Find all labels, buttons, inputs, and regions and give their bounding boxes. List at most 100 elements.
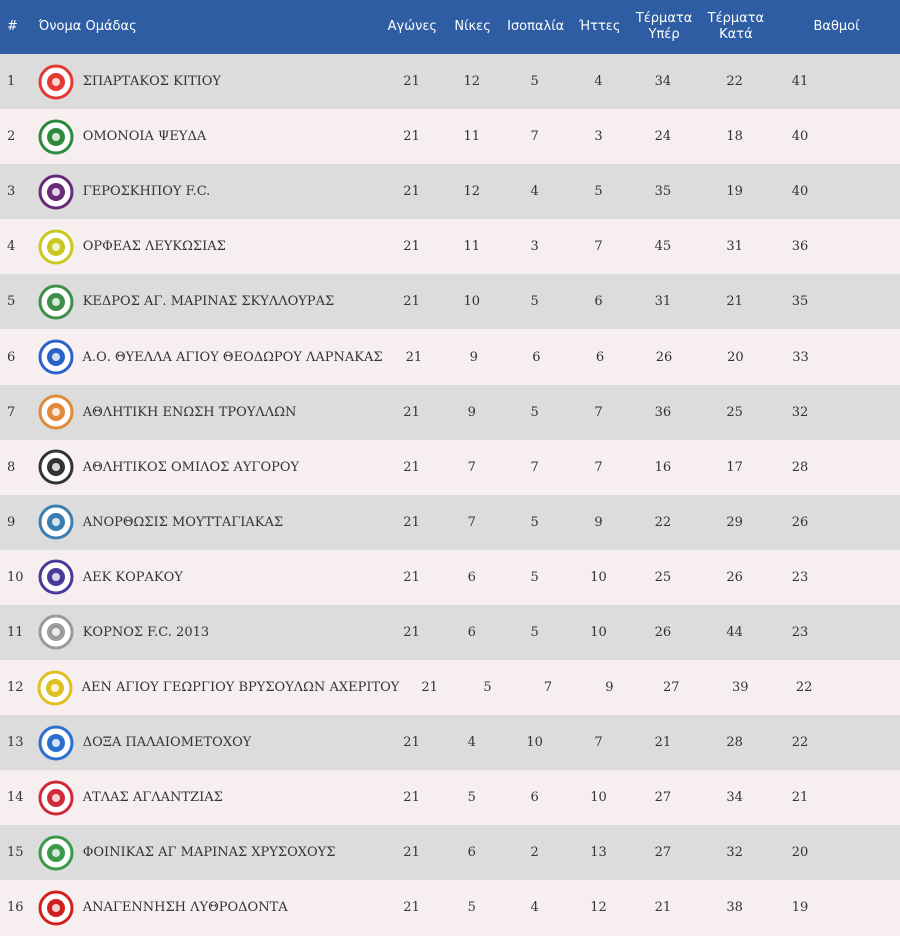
anagennisi-logo — [38, 890, 74, 926]
team-name-link[interactable]: ΑΝΟΡΘΩΣΙΣ ΜΟΥΤΤΑΓΙΑΚΑΣ — [82, 514, 284, 530]
points-cell: 21 — [791, 790, 809, 806]
kornos-logo — [38, 614, 74, 650]
points-cell: 33 — [792, 349, 809, 365]
team-name-link[interactable]: ΑΕΚ ΚΟΡΑΚΟΥ — [82, 569, 183, 585]
table-row[interactable]: 3 ΓΕΡΟΣΚΗΠΟΥ F.C. 21 12 4 5 35 19 40 — [0, 164, 900, 220]
losses-cell: 4 — [594, 74, 603, 90]
table-row[interactable]: 1 ΣΠΑΡΤΑΚΟΣ ΚΙΤΙΟΥ 21 12 5 4 34 22 41 — [0, 54, 900, 110]
draws-cell: 7 — [543, 680, 553, 696]
header-draws[interactable]: Ισοπαλία — [507, 19, 565, 34]
losses-cell: 7 — [594, 735, 603, 751]
table-row[interactable]: 15 ΦΟΙΝΙΚΑΣ ΑΓ ΜΑΡΙΝΑΣ ΧΡΥΣΟΧΟΥΣ 21 6 2 13 27 3… — [0, 825, 900, 881]
team-name-link[interactable]: ΑΘΛΗΤΙΚΟΣ ΟΜΙΛΟΣ ΑΥΓΟΡΟΥ — [82, 459, 300, 475]
team-name-link[interactable]: ΓΕΡΟΣΚΗΠΟΥ F.C. — [82, 184, 211, 200]
team-name-link[interactable]: ΑΕΝ ΑΓΙΟΥ ΓΕΩΡΓΙΟΥ ΒΡΥΣΟΥΛΩΝ ΑΧΕΡΙΤΟΥ — [81, 680, 400, 696]
header-goals-against[interactable]: Τέρματα Κατά — [699, 11, 773, 43]
club-crest-icon — [37, 670, 73, 706]
goals-for-cell: 27 — [663, 680, 680, 696]
games-cell: 21 — [403, 74, 420, 90]
table-row[interactable]: 9 ΑΝΟΡΘΩΣΙΣ ΜΟΥΤΤΑΓΙΑΚΑΣ 21 7 5 9 22 29 26 — [0, 494, 900, 550]
points-cell: 19 — [791, 900, 809, 916]
table-row[interactable]: 14 ΑΤΛΑΣ ΑΓΛΑΝΤΖΙΑΣ 21 5 6 10 27 34 21 — [0, 770, 900, 826]
header-rank[interactable]: # — [7, 19, 18, 34]
club-crest-icon — [38, 890, 74, 926]
games-cell: 21 — [403, 900, 420, 916]
games-cell: 21 — [403, 790, 420, 806]
team-name-link[interactable]: ΟΜΟΝΟΙΑ ΨΕΥΔΑ — [82, 129, 207, 145]
team-name-link[interactable]: ΟΡΦΕΑΣ ΛΕΥΚΩΣΙΑΣ — [82, 239, 226, 255]
club-crest-icon — [38, 559, 74, 595]
team-name-link[interactable]: ΑΝΑΓΕΝΝΗΣΗ ΛΥΘΡΟΔΟΝΤΑ — [82, 900, 288, 916]
goals-for-cell: 21 — [654, 735, 672, 751]
table-row[interactable]: 5 ΚΕΔΡΟΣ ΑΓ. ΜΑΡΙΝΑΣ ΣΚΥΛΛΟΥΡΑΣ 21 10 5 6 31 21… — [0, 274, 900, 330]
goals-against-cell: 26 — [726, 569, 743, 585]
draws-cell: 7 — [530, 129, 539, 145]
points-cell: 32 — [791, 404, 809, 420]
table-row[interactable]: 6 Α.Ο. ΘΥΕΛΛΑ ΑΓΙΟΥ ΘΕΟΔΩΡΟΥ ΛΑΡΝΑΚΑΣ 21 9 6… — [0, 329, 900, 385]
header-wins[interactable]: Νίκες — [454, 19, 491, 34]
table-row[interactable]: 13 ΔΟΞΑ ΠΑΛΑΙΟΜΕΤΟΧΟΥ 21 4 10 7 21 28 22 — [0, 715, 900, 771]
header-goals-for[interactable]: Τέρματα Υπέρ — [629, 11, 699, 43]
team-cell: ΟΡΦΕΑΣ ΛΕΥΚΩΣΙΑΣ — [36, 229, 380, 265]
wins-cell: 9 — [467, 404, 476, 420]
team-cell: Α.Ο. ΘΥΕΛΛΑ ΑΓΙΟΥ ΘΕΟΔΩΡΟΥ ΛΑΡΝΑΚΑΣ — [36, 339, 383, 375]
header-goals-against-line2: Κατά — [719, 27, 753, 42]
geroskipou-logo — [38, 174, 74, 210]
points-cell: 23 — [791, 624, 809, 640]
table-row[interactable]: 16 ΑΝΑΓΕΝΝΗΣΗ ΛΥΘΡΟΔΟΝΤΑ 21 5 4 12 21 38 19 — [0, 880, 900, 936]
header-points[interactable]: Βαθμοί — [813, 19, 860, 34]
goals-against-cell: 17 — [726, 459, 743, 475]
rank-cell: 12 — [7, 680, 24, 696]
header-team[interactable]: Όνομα Ομάδας — [38, 19, 137, 34]
table-row[interactable]: 2 ΟΜΟΝΟΙΑ ΨΕΥΔΑ 21 11 7 3 24 18 40 — [0, 109, 900, 165]
goals-for-cell: 24 — [654, 129, 672, 145]
table-header: # Όνομα Ομάδας Αγώνες Νίκες Ισοπαλία Ήττ… — [0, 0, 900, 54]
draws-cell: 7 — [530, 459, 539, 475]
draws-cell: 4 — [530, 184, 539, 200]
rank-cell: 16 — [7, 900, 24, 916]
rank-cell: 11 — [7, 624, 24, 640]
team-name-link[interactable]: ΔΟΞΑ ΠΑΛΑΙΟΜΕΤΟΧΟΥ — [82, 735, 252, 751]
club-crest-icon — [38, 339, 74, 375]
foinikas-logo — [38, 835, 74, 871]
team-name-link[interactable]: ΚΟΡΝΟΣ F.C. 2013 — [82, 624, 210, 640]
rank-cell: 5 — [7, 294, 16, 310]
draws-cell: 3 — [530, 239, 539, 255]
goals-for-cell: 16 — [654, 459, 672, 475]
team-name-link[interactable]: ΚΕΔΡΟΣ ΑΓ. ΜΑΡΙΝΑΣ ΣΚΥΛΛΟΥΡΑΣ — [82, 294, 335, 310]
wins-cell: 7 — [467, 459, 476, 475]
team-name-link[interactable]: ΑΘΛΗΤΙΚΗ ΕΝΩΣΗ ΤΡΟΥΛΛΩΝ — [82, 404, 297, 420]
points-cell: 22 — [795, 680, 813, 696]
goals-against-cell: 20 — [727, 349, 744, 365]
draws-cell: 10 — [526, 735, 543, 751]
games-cell: 21 — [405, 349, 423, 365]
team-name-link[interactable]: ΣΠΑΡΤΑΚΟΣ ΚΙΤΙΟΥ — [82, 74, 222, 90]
team-name-link[interactable]: ΑΤΛΑΣ ΑΓΛΑΝΤΖΙΑΣ — [82, 790, 223, 806]
atlas-logo — [38, 780, 74, 816]
wins-cell: 5 — [483, 680, 492, 696]
games-cell: 21 — [403, 184, 420, 200]
goals-against-cell: 38 — [726, 900, 743, 916]
table-row[interactable]: 4 ΟΡΦΕΑΣ ΛΕΥΚΩΣΙΑΣ 21 11 3 7 45 31 36 — [0, 219, 900, 275]
team-name-link[interactable]: ΦΟΙΝΙΚΑΣ ΑΓ ΜΑΡΙΝΑΣ ΧΡΥΣΟΧΟΥΣ — [82, 845, 336, 861]
club-crest-icon — [38, 119, 74, 155]
goals-against-cell: 28 — [726, 735, 743, 751]
table-row[interactable]: 10 ΑΕΚ ΚΟΡΑΚΟΥ 21 6 5 10 25 26 23 — [0, 549, 900, 605]
header-goals-against-line1: Τέρματα — [707, 11, 765, 26]
table-row[interactable]: 8 ΑΘΛΗΤΙΚΟΣ ΟΜΙΛΟΣ ΑΥΓΟΡΟΥ 21 7 7 7 16 17 28 — [0, 439, 900, 495]
table-row[interactable]: 12 ΑΕΝ ΑΓΙΟΥ ΓΕΩΡΓΙΟΥ ΒΡΥΣΟΥΛΩΝ ΑΧΕΡΙΤΟΥ 2… — [0, 660, 900, 716]
header-games[interactable]: Αγώνες — [387, 19, 438, 34]
wins-cell: 12 — [463, 74, 481, 90]
goals-for-cell: 26 — [655, 349, 673, 365]
team-cell: ΑΕΚ ΚΟΡΑΚΟΥ — [36, 559, 380, 595]
table-row[interactable]: 11 ΚΟΡΝΟΣ F.C. 2013 21 6 5 10 26 44 23 — [0, 604, 900, 661]
goals-against-cell: 22 — [726, 74, 743, 90]
anorthosis-logo — [38, 504, 74, 540]
draws-cell: 5 — [530, 294, 539, 310]
losses-cell: 9 — [605, 680, 614, 696]
team-name-link[interactable]: Α.Ο. ΘΥΕΛΛΑ ΑΓΙΟΥ ΘΕΟΔΩΡΟΥ ΛΑΡΝΑΚΑΣ — [82, 349, 383, 365]
table-row[interactable]: 7 ΑΘΛΗΤΙΚΗ ΕΝΩΣΗ ΤΡΟΥΛΛΩΝ 21 9 5 7 36 25 32 — [0, 384, 900, 440]
draws-cell: 6 — [532, 349, 541, 365]
goals-against-cell: 44 — [726, 624, 743, 640]
header-losses[interactable]: Ήττες — [578, 19, 621, 34]
